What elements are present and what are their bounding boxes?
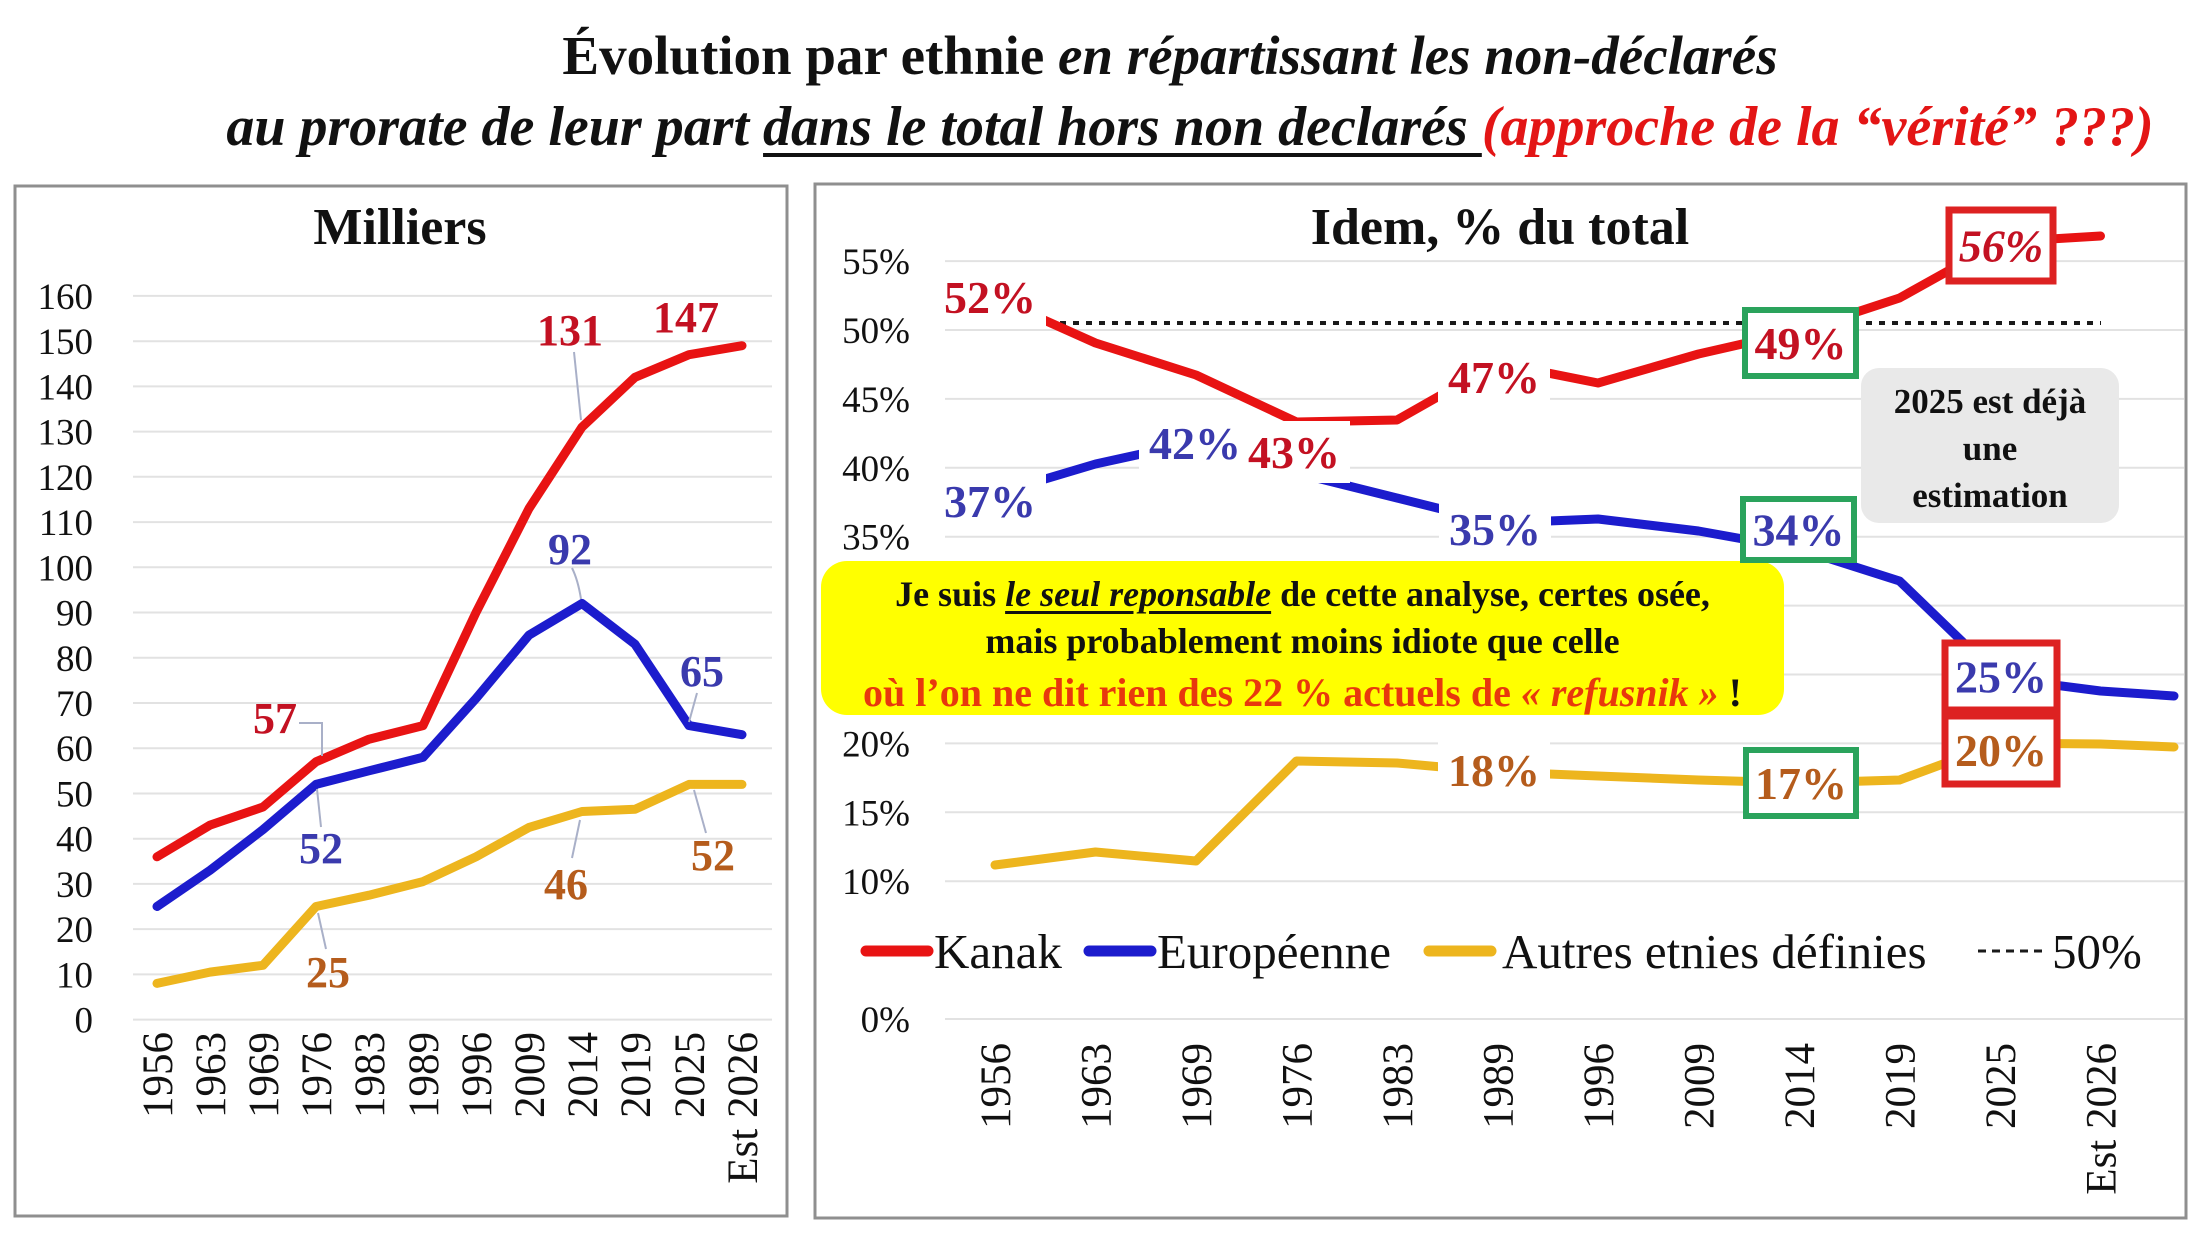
svg-text:1983: 1983: [1375, 1043, 1422, 1129]
svg-text:40: 40: [56, 820, 93, 861]
svg-text:Est 2026: Est 2026: [2079, 1043, 2126, 1195]
svg-text:1996: 1996: [1576, 1043, 1623, 1129]
svg-text:49%: 49%: [1755, 318, 1847, 369]
svg-text:15%: 15%: [842, 793, 910, 834]
svg-text:57: 57: [253, 694, 297, 743]
svg-text:1983: 1983: [347, 1032, 394, 1118]
svg-text:25%: 25%: [1955, 652, 2047, 703]
svg-text:10%: 10%: [842, 862, 910, 903]
svg-text:35%: 35%: [1449, 504, 1541, 555]
svg-text:une: une: [1963, 429, 2017, 468]
svg-text:43%: 43%: [1248, 427, 1340, 478]
svg-text:37%: 37%: [944, 476, 1036, 527]
svg-text:50%: 50%: [2052, 924, 2142, 979]
svg-text:80: 80: [56, 639, 93, 680]
svg-text:1956: 1956: [973, 1043, 1020, 1129]
svg-text:2025 est déjà: 2025 est déjà: [1894, 382, 2086, 421]
svg-text:2019: 2019: [1878, 1043, 1925, 1129]
svg-text:1989: 1989: [1476, 1043, 1523, 1129]
svg-text:Autres etnies définies: Autres etnies définies: [1502, 924, 1927, 979]
svg-text:2019: 2019: [613, 1032, 660, 1118]
svg-text:131: 131: [537, 306, 603, 355]
svg-text:1963: 1963: [1074, 1043, 1121, 1129]
svg-text:100: 100: [38, 548, 94, 589]
svg-text:42%: 42%: [1149, 418, 1241, 469]
svg-text:2009: 2009: [507, 1032, 554, 1118]
svg-text:estimation: estimation: [1912, 476, 2068, 515]
svg-text:30: 30: [56, 865, 93, 906]
svg-text:56%: 56%: [1959, 221, 2043, 272]
svg-text:52: 52: [299, 824, 343, 873]
svg-text:47%: 47%: [1448, 352, 1540, 403]
svg-text:1969: 1969: [241, 1032, 288, 1118]
svg-text:50: 50: [56, 775, 93, 816]
svg-text:2025: 2025: [667, 1032, 714, 1118]
svg-text:140: 140: [38, 367, 94, 408]
svg-text:35%: 35%: [842, 518, 910, 559]
svg-text:1956: 1956: [135, 1032, 182, 1118]
svg-text:Milliers: Milliers: [313, 199, 486, 256]
svg-text:1989: 1989: [401, 1032, 448, 1118]
svg-text:0: 0: [75, 1001, 94, 1042]
svg-text:2009: 2009: [1677, 1043, 1724, 1129]
svg-text:70: 70: [56, 684, 93, 725]
svg-text:60: 60: [56, 729, 93, 770]
svg-text:17%: 17%: [1755, 758, 1847, 809]
svg-text:55%: 55%: [842, 242, 910, 283]
svg-text:1976: 1976: [1275, 1043, 1322, 1129]
svg-text:1963: 1963: [188, 1032, 235, 1118]
svg-text:90: 90: [56, 594, 93, 635]
svg-text:18%: 18%: [1448, 745, 1540, 796]
svg-text:20%: 20%: [1955, 725, 2047, 776]
svg-text:20: 20: [56, 910, 93, 951]
svg-text:2025: 2025: [1978, 1043, 2025, 1129]
svg-text:120: 120: [38, 458, 94, 499]
svg-text:45%: 45%: [842, 380, 910, 421]
svg-text:65: 65: [680, 647, 724, 696]
svg-text:Est 2026: Est 2026: [720, 1032, 767, 1184]
svg-text:52: 52: [691, 831, 735, 880]
svg-text:25: 25: [306, 948, 350, 997]
svg-text:110: 110: [39, 503, 93, 544]
svg-text:150: 150: [38, 322, 94, 363]
svg-text:147: 147: [653, 293, 719, 342]
svg-text:Européenne: Européenne: [1157, 924, 1391, 979]
svg-text:34%: 34%: [1753, 505, 1845, 556]
svg-text:40%: 40%: [842, 449, 910, 490]
svg-text:46: 46: [544, 860, 588, 909]
svg-text:1996: 1996: [454, 1032, 501, 1118]
svg-text:52%: 52%: [944, 272, 1036, 323]
svg-text:2014: 2014: [560, 1032, 607, 1118]
svg-text:Idem, % du total: Idem, % du total: [1311, 199, 1689, 256]
svg-text:10: 10: [56, 955, 93, 996]
svg-text:20%: 20%: [842, 724, 910, 765]
svg-text:0%: 0%: [861, 1000, 910, 1041]
svg-text:1976: 1976: [294, 1032, 341, 1118]
svg-text:92: 92: [548, 525, 592, 574]
svg-text:160: 160: [38, 277, 94, 318]
svg-text:2014: 2014: [1777, 1043, 1824, 1129]
svg-text:130: 130: [38, 413, 94, 454]
svg-text:50%: 50%: [842, 311, 910, 352]
svg-text:Kanak: Kanak: [934, 924, 1062, 979]
svg-text:1969: 1969: [1174, 1043, 1221, 1129]
